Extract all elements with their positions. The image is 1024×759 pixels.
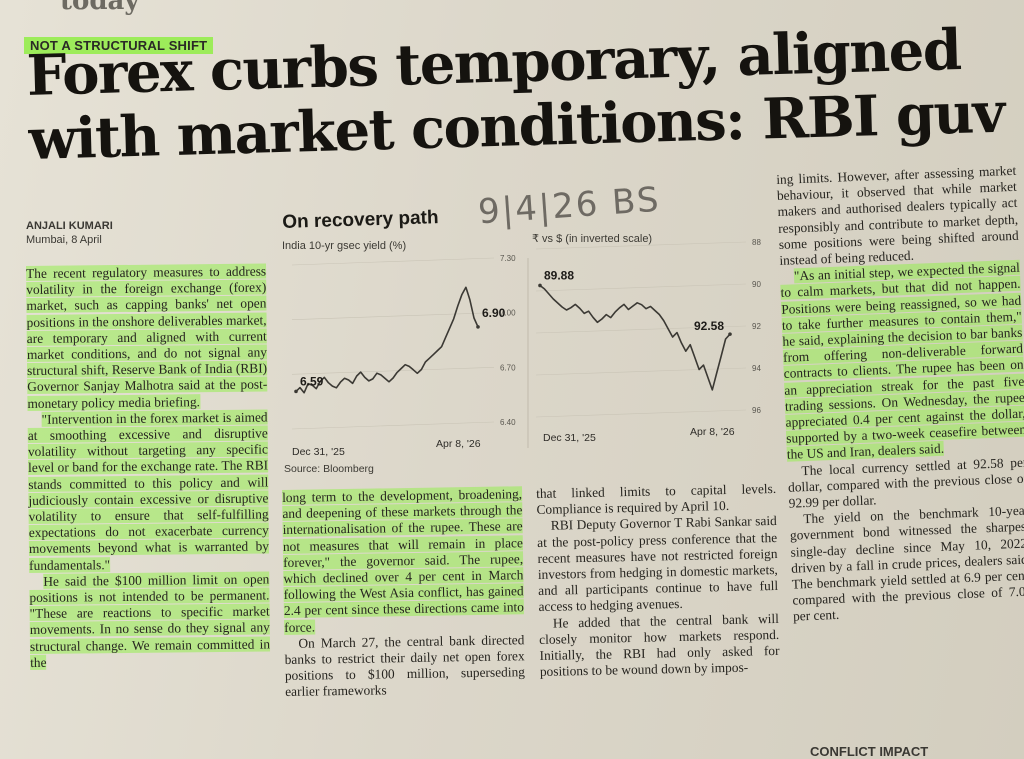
paragraph: He added that the central bank will clos… — [539, 610, 780, 680]
gridline — [535, 325, 747, 334]
paragraph: "Intervention in the forex market is aim… — [27, 409, 270, 573]
data-point-marker — [538, 283, 542, 288]
paragraph: On March 27, the central bank directed b… — [284, 632, 526, 700]
gridline — [291, 312, 495, 320]
y-tick-label: 90 — [752, 280, 761, 289]
chart-source: Source: Bloomberg — [284, 463, 374, 475]
byline: ANJALI KUMARI — [26, 220, 113, 232]
paragraph: RBI Deputy Governor T Rabi Sankar said a… — [537, 513, 779, 615]
y-tick-label: 7.00 — [500, 309, 516, 318]
dateline: Mumbai, 8 April — [26, 234, 102, 246]
y-tick-label: 6.40 — [500, 418, 516, 427]
yield-x-label-start: Dec 31, '25 — [292, 446, 345, 458]
top-text-fragment: today — [60, 0, 140, 16]
rupee-chart-subtitle: ₹ vs $ (in inverted scale) — [532, 233, 653, 245]
data-label: 89.88 — [544, 268, 574, 282]
next-article-kicker: CONFLICT IMPACT — [810, 744, 929, 759]
article-column-3: that linked limits to capital levels. Co… — [536, 481, 780, 680]
kicker-label: NOT A STRUCTURAL SHIFT — [24, 37, 214, 54]
y-tick-label: 96 — [752, 406, 761, 415]
headline: Forex curbs temporary, aligned with mark… — [26, 17, 1009, 173]
y-tick-label: 7.30 — [500, 254, 516, 263]
handwritten-annotation: 9|4|26 BS — [476, 179, 662, 233]
gridline — [291, 367, 495, 375]
gridline — [291, 421, 495, 430]
paragraph: long term to the development, broadening… — [282, 486, 524, 635]
paragraph: The recent regulatory measures to addres… — [26, 263, 268, 411]
data-label: 6.59 — [300, 374, 324, 388]
article-column-2: long term to the development, broadening… — [282, 486, 525, 700]
article-column-4: ing limits. However, after assessing mar… — [776, 163, 1024, 626]
rupee-x-label-end: Apr 8, '26 — [690, 426, 735, 438]
paragraph: "As an initial step, we expected the sig… — [780, 259, 1024, 464]
paragraph: ing limits. However, after assessing mar… — [776, 162, 1019, 268]
data-point-marker — [294, 389, 298, 394]
data-point-marker — [476, 325, 480, 329]
gridline — [535, 409, 747, 418]
yield-x-label-end: Apr 8, '26 — [436, 438, 481, 450]
data-point-marker — [728, 332, 732, 336]
series-line — [539, 284, 731, 391]
paragraph: The yield on the benchmark 10-year gover… — [789, 502, 1024, 625]
article-column-1: The recent regulatory measures to addres… — [26, 263, 271, 671]
data-label: 6.90 — [482, 306, 506, 320]
yield-chart-subtitle: India 10-yr gsec yield (%) — [282, 240, 407, 252]
rupee-x-label-start: Dec 31, '25 — [543, 432, 596, 444]
y-tick-label: 94 — [752, 364, 761, 373]
y-tick-label: 92 — [752, 322, 761, 331]
gridline — [291, 257, 495, 266]
gridline — [535, 367, 747, 376]
data-label: 92.58 — [694, 319, 724, 333]
y-tick-label: 88 — [752, 238, 761, 247]
chart-title: On recovery path — [282, 207, 439, 233]
y-tick-label: 6.70 — [500, 363, 516, 372]
paragraph: He said the $100 million limit on open p… — [29, 571, 271, 670]
gridline — [535, 283, 747, 292]
paragraph: that linked limits to capital levels. Co… — [536, 480, 777, 518]
series-line — [295, 286, 479, 394]
